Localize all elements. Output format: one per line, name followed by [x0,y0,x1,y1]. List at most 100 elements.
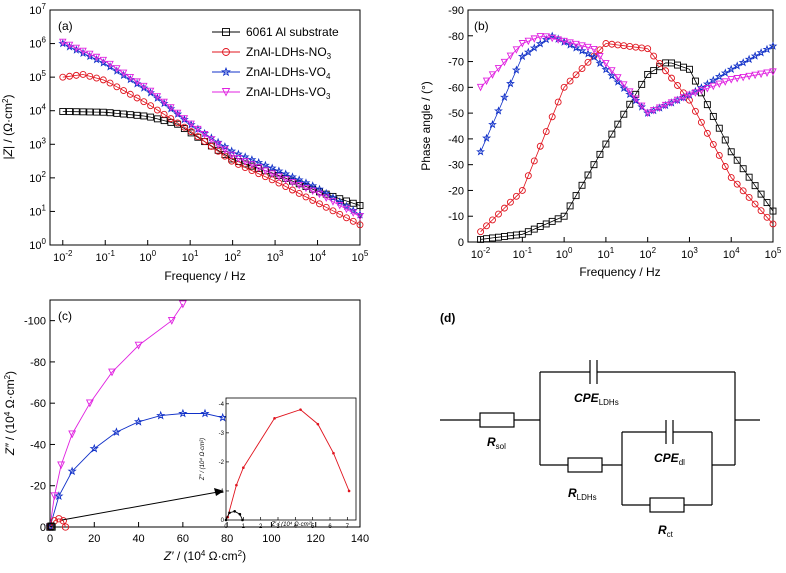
inset-series [226,408,351,519]
x-tick-label: 103 [267,249,284,264]
data-point [733,75,741,83]
data-point [343,214,350,222]
data-point [571,43,581,52]
data-point [156,410,166,420]
data-point [228,511,231,515]
series-line [480,62,774,240]
x-tick-label: 5 [311,524,315,530]
data-point [79,71,87,78]
data-point [511,65,521,74]
y-tick-label: -80 [30,357,46,369]
y-tick-label: -2 [219,460,225,466]
data-point [554,36,562,44]
data-point [721,78,729,86]
data-point [220,142,230,151]
data-point [506,52,515,61]
series-triangle-down [476,33,777,118]
data-point [494,65,503,73]
legend-label: ZnAl-LDHs-VO4 [246,65,331,81]
y-tick-label: -90 [448,5,464,17]
data-point [541,34,551,44]
data-point [153,93,162,101]
data-point [535,39,545,48]
data-point [267,163,277,172]
data-point [602,140,610,148]
data-point [715,152,723,159]
data-point [662,67,670,75]
data-point [524,172,532,180]
series-star [476,31,778,156]
data-point [329,198,337,206]
data-point [661,101,670,110]
inset-ylabel: Z″ / (10⁴ Ω·cm²) [199,438,206,481]
data-point [739,187,747,195]
data-point [93,74,101,82]
panel-d-equivalent-circuit: (d) Rsol CPELDHs RLDHs CPEdl R [440,311,760,539]
panel-a-xlabel: Frequency / Hz [164,269,245,283]
data-point [309,196,317,204]
data-point [106,109,114,117]
data-point [674,82,681,89]
series-line [49,525,53,528]
data-point [120,87,128,94]
data-point [709,75,718,85]
data-point [332,451,335,455]
data-point [566,77,574,85]
data-point [757,207,765,215]
data-point [200,408,210,418]
data-point [529,43,539,52]
data-point [194,133,202,140]
data-point [589,52,599,61]
data-point [268,170,276,178]
data-point [601,64,611,74]
data-point [336,210,344,218]
data-point [218,412,228,422]
y-tick-label: -80 [448,31,464,43]
data-point [656,59,664,67]
series-star [45,408,228,531]
data-point [769,220,777,228]
data-point [86,108,94,116]
data-point [349,217,357,225]
label-rsol: Rsol [487,435,506,451]
data-point [79,108,87,116]
data-point [99,76,107,84]
data-point [756,48,766,57]
data-point [577,46,587,55]
data-point [108,368,116,377]
data-point [500,58,509,67]
data-point [644,70,652,78]
data-point [608,67,616,75]
resistor-rldhs [567,457,603,473]
data-point [214,141,222,149]
x-tick-label: 1 [242,524,246,530]
y-tick-label: -40 [30,439,46,451]
data-point [769,68,777,76]
y-tick-label: -50 [448,108,464,120]
data-point [763,69,771,77]
data-point [356,213,364,221]
data-point [584,58,592,66]
data-point [273,417,276,420]
data-point [650,67,658,75]
data-point [316,200,323,208]
data-point [299,408,302,411]
legend-marker [221,66,231,77]
data-point [596,150,604,158]
data-point [133,416,144,426]
panel-c-nyquist: (c) Z′ / (104 Ω·cm2) Z″ / (104 Ω·cm2) 0 2… [3,299,369,563]
series-line [227,409,350,518]
data-point [106,79,114,87]
data-point [207,136,216,144]
data-point [709,112,717,120]
data-point [482,133,491,142]
data-point [120,110,128,118]
data-point [113,83,121,91]
y-tick-label: -4 [219,402,225,408]
resistor-rct [649,497,685,513]
data-point [72,108,80,116]
data-point [679,94,688,102]
data-point [668,74,675,82]
data-point [489,216,496,224]
